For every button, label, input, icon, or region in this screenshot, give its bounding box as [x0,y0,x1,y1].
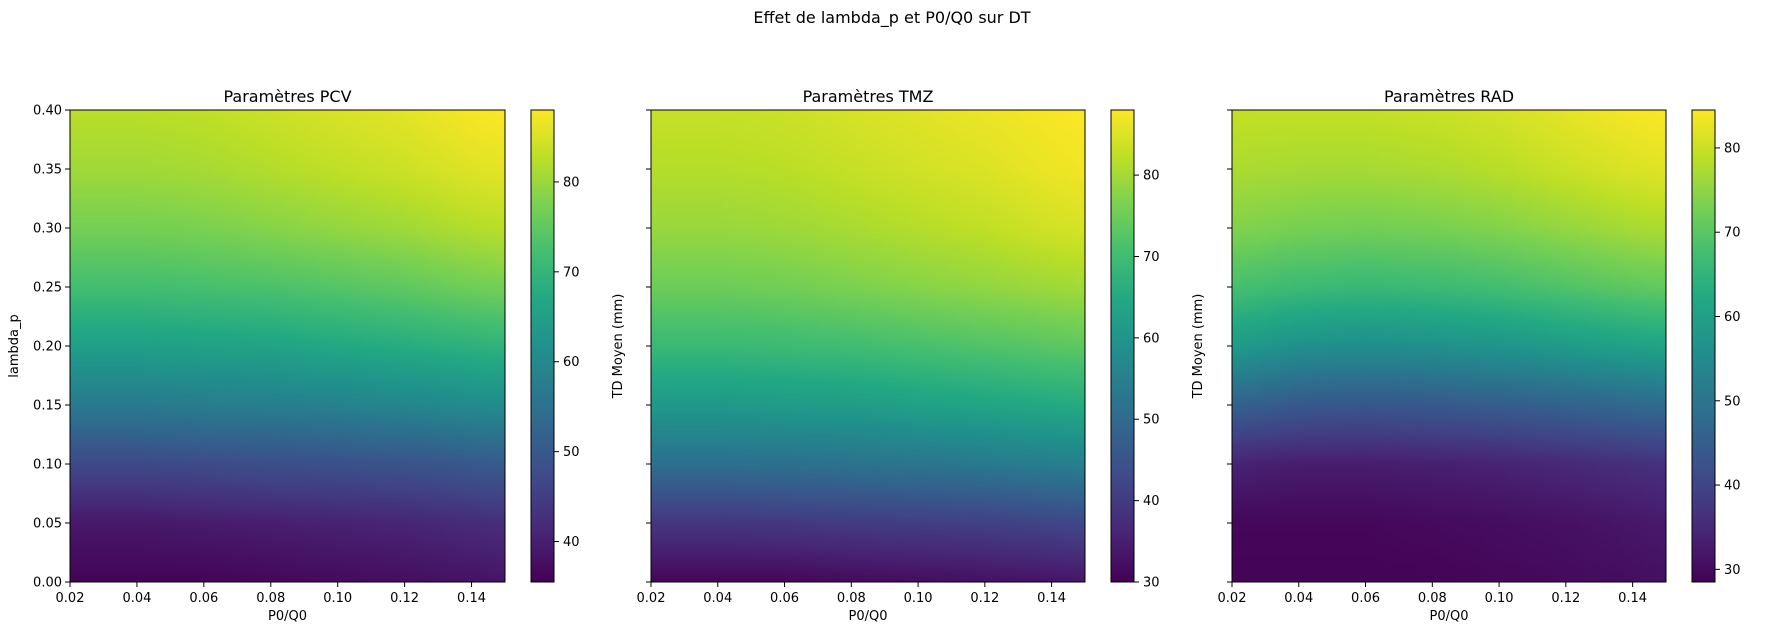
y-tick-label: 0.00 [33,576,62,591]
colorbar-tick-label: 50 [1724,394,1741,409]
colorbar-tick-label: 60 [563,355,580,370]
panel-title: Paramètres TMZ [803,87,934,106]
y-tick-label: 0.05 [33,517,62,532]
x-tick-label: 0.08 [256,591,285,606]
figure-suptitle: Effet de lambda_p et P0/Q0 sur DT [753,8,1030,28]
colorbar-tick-label: 60 [1143,331,1160,346]
x-tick-label: 0.02 [1218,591,1247,606]
colorbar [1691,109,1716,583]
colorbar-tick-label: 70 [1143,250,1160,265]
x-tick-label: 0.12 [970,591,999,606]
x-tick-label: 0.04 [122,591,151,606]
colorbar-tick-label: 30 [1143,576,1160,591]
x-tick-label: 0.10 [1485,591,1514,606]
colorbar-label: TD Moyen (mm) [611,294,626,400]
colorbar-tick-label: 80 [1724,141,1741,156]
x-tick-label: 0.10 [323,591,352,606]
heatmap-panel-2: Paramètres TMZ 0.02 0.04 0.06 0.08 0.10 0.12 0.… [637,87,1206,624]
panel-title: Paramètres PCV [223,87,351,106]
colorbar-tick-label: 30 [1724,563,1741,578]
y-axis-label: lambda_p [7,314,22,377]
y-tick-label: 0.25 [33,281,62,296]
y-tick-label: 0.20 [33,340,62,355]
x-tick-label: 0.02 [56,591,85,606]
colorbar [1110,109,1135,583]
heatmap-surface [1232,110,1666,582]
colorbar-tick-label: 60 [1724,310,1741,325]
x-tick-label: 0.06 [1351,591,1380,606]
x-tick-label: 0.04 [703,591,732,606]
colorbar [530,109,555,583]
y-tick-label: 0.30 [33,222,62,237]
colorbar-tick-label: 70 [1724,226,1741,241]
x-tick-label: 0.06 [770,591,799,606]
colorbar-tick-label: 50 [1143,413,1160,428]
colorbar-tick-label: 70 [563,265,580,280]
colorbar-tick-label: 40 [1724,479,1741,494]
colorbar-label: TD Moyen (mm) [1191,294,1206,400]
panel-title: Paramètres RAD [1384,87,1514,106]
colorbar-tick-label: 80 [563,175,580,190]
x-axis-label: P0/Q0 [1430,609,1469,624]
colorbar-tick-label: 40 [1143,494,1160,509]
x-tick-label: 0.02 [637,591,666,606]
colorbar-tick-label: 40 [563,535,580,550]
x-tick-label: 0.12 [390,591,419,606]
colorbar-tick-label: 50 [563,445,580,460]
y-tick-label: 0.10 [33,458,62,473]
heatmap-panel-3: Paramètres RAD 0.02 0.04 0.06 0.08 0.10 0.12 0.… [1218,87,1741,624]
y-tick-label: 0.35 [33,163,62,178]
colorbar-tick-label: 80 [1143,169,1160,184]
x-tick-label: 0.08 [837,591,866,606]
x-axis-label: P0/Q0 [849,609,888,624]
y-tick-label: 0.15 [33,399,62,414]
x-tick-label: 0.12 [1551,591,1580,606]
x-tick-label: 0.06 [189,591,218,606]
panels: Paramètres PCV 0.02 0.04 0.06 0.08 0.10 0.12 0.… [7,87,1741,624]
heatmap-surface [70,110,505,582]
x-tick-label: 0.14 [457,591,486,606]
x-axis-label: P0/Q0 [268,609,307,624]
x-tick-label: 0.08 [1418,591,1447,606]
x-tick-label: 0.04 [1284,591,1313,606]
x-tick-label: 0.14 [1618,591,1647,606]
heatmap-surface [651,110,1085,582]
x-tick-label: 0.10 [904,591,933,606]
y-tick-label: 0.40 [33,104,62,119]
x-tick-label: 0.14 [1037,591,1066,606]
heatmap-panel-1: Paramètres PCV 0.02 0.04 0.06 0.08 0.10 0.12 0.… [7,87,626,624]
